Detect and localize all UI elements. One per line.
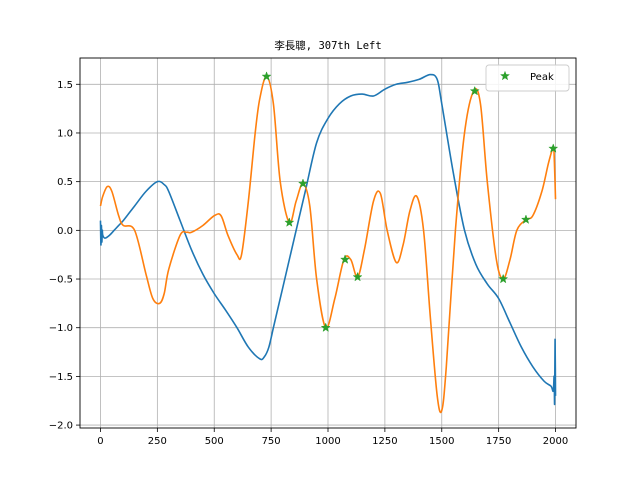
- y-tick-label: 1.0: [57, 128, 73, 139]
- peak-marker: [469, 85, 480, 96]
- legend-box: [485, 64, 570, 92]
- x-tick-label: 1000: [315, 436, 340, 447]
- peak-marker: [320, 322, 331, 333]
- peak-marker: [297, 178, 309, 188]
- y-tick-label: 1.5: [57, 80, 73, 91]
- chart-title: 李長聰, 307th Left: [274, 39, 381, 52]
- peak-marker: [261, 71, 272, 81]
- axis-ticks: 0 250 500 750 1000 1250 1500 1750 2000 −2.0 −1.5 −1…: [49, 80, 569, 447]
- series-line-2: [99, 75, 557, 414]
- legend-peak-star-icon: [499, 70, 511, 81]
- y-tick-label: 0.0: [57, 226, 73, 237]
- x-tick-label: 0: [97, 436, 103, 447]
- peak-markers: [261, 71, 559, 333]
- legend-label-peak: Peak: [530, 72, 554, 83]
- y-tick-label: −1.0: [49, 323, 73, 334]
- peak-marker: [284, 217, 295, 227]
- y-tick-label: −2.0: [49, 421, 73, 432]
- x-tick-label: 1250: [372, 436, 397, 447]
- legend: Peak: [485, 64, 570, 92]
- x-tick-label: 1750: [486, 436, 511, 447]
- x-tick-label: 2000: [543, 436, 568, 447]
- x-tick-label: 500: [205, 436, 224, 447]
- x-tick-label: 750: [262, 436, 281, 447]
- x-tick-label: 1500: [429, 436, 454, 447]
- series-layer: [99, 73, 557, 414]
- peak-marker: [339, 254, 351, 264]
- x-tick-label: 250: [148, 436, 167, 447]
- y-tick-label: −0.5: [49, 275, 73, 286]
- peak-marker: [352, 271, 363, 282]
- grid: [80, 58, 576, 428]
- y-tick-label: −1.5: [49, 372, 73, 383]
- peak-marker: [520, 214, 532, 224]
- peak-marker: [498, 273, 509, 284]
- peak-marker: [548, 143, 559, 153]
- y-tick-label: 0.5: [57, 177, 73, 188]
